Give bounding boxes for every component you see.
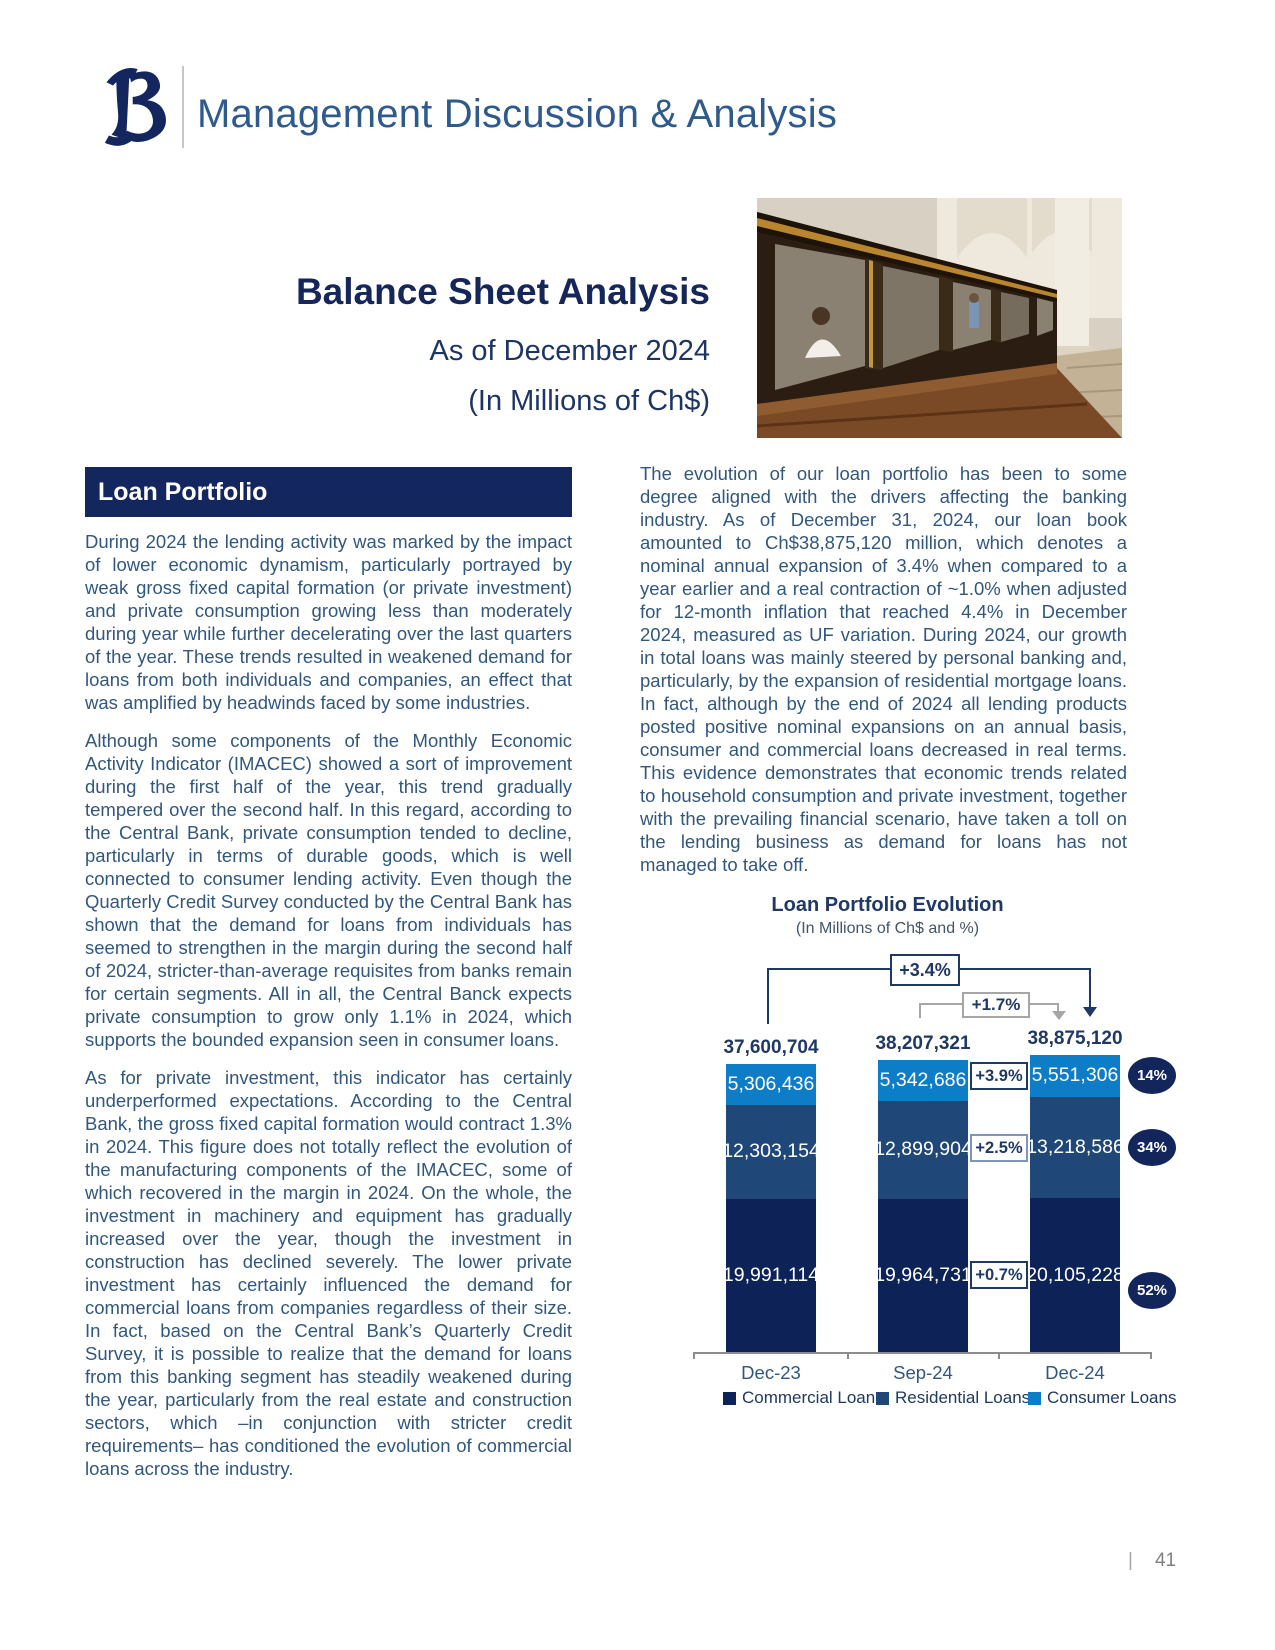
paragraph: The evolution of our loan portfolio has … — [640, 463, 1127, 875]
yoy-bracket-line — [960, 968, 1091, 970]
bar-total-label: 37,600,704 — [723, 1037, 819, 1059]
bar-segment: 5,306,436 — [726, 1064, 816, 1105]
x-axis-tick — [693, 1352, 695, 1359]
chart-subtitle: (In Millions of Ch$ and %) — [795, 920, 980, 937]
chart-title: Loan Portfolio Evolution — [771, 894, 1004, 916]
legend-swatch-icon — [1028, 1391, 1041, 1405]
bar-segment: 20,105,228 — [1026, 1198, 1124, 1352]
x-axis-tick — [998, 1352, 1000, 1359]
bar-total-label: 38,207,321 — [875, 1032, 971, 1054]
qoq-bracket-line — [920, 1003, 962, 1005]
page-footer: | 41 — [1128, 1550, 1176, 1572]
legend-item: Residential Loans — [876, 1388, 1031, 1407]
x-axis-label: Dec-23 — [741, 1362, 801, 1383]
paragraph: As for private investment, this indicato… — [85, 1067, 572, 1479]
page-number: 41 — [1154, 1550, 1177, 1571]
share-percentage-badge: 52% — [1128, 1271, 1176, 1309]
bar-segment: 13,218,586 — [1026, 1097, 1124, 1199]
bar-total-label: 38,875,120 — [1027, 1027, 1123, 1049]
left-column: Loan Portfolio During 2024 the lending a… — [85, 467, 572, 1495]
bar-segment: 19,991,114 — [723, 1199, 819, 1352]
qoq-arrow-icon — [1052, 1011, 1066, 1020]
legend-swatch-icon — [723, 1391, 736, 1405]
page-subtitle-units: (In Millions of Ch$) — [468, 384, 710, 417]
qoq-bracket-line — [1057, 1003, 1059, 1012]
bar-segment: 5,551,306 — [1030, 1054, 1120, 1098]
x-axis-tick — [847, 1352, 849, 1359]
x-axis-label: Sep-24 — [893, 1362, 953, 1383]
x-axis-label: Dec-24 — [1045, 1362, 1105, 1383]
qoq-bracket-line — [1030, 1003, 1059, 1005]
document-title: Management Discussion & Analysis — [197, 92, 838, 136]
legend-label: Commercial Loans — [742, 1388, 884, 1407]
share-percentage-badge: 14% — [1128, 1057, 1176, 1095]
qoq-change-box: +1.7% — [962, 992, 1030, 1018]
segment-qoq-change-box: +0.7% — [970, 1261, 1028, 1290]
legend-label: Residential Loans — [895, 1388, 1031, 1407]
bar-segment: 5,342,686 — [878, 1059, 968, 1101]
yoy-bracket-line — [768, 968, 890, 970]
bank-logo-icon — [104, 68, 166, 146]
yoy-arrow-icon — [1083, 1007, 1097, 1017]
bar-segment: 12,899,904 — [874, 1100, 972, 1200]
loan-portfolio-chart: Loan Portfolio Evolution (In Millions of… — [640, 880, 1180, 1460]
yoy-bracket-line — [1089, 968, 1091, 1008]
yoy-change-box: +3.4% — [890, 954, 960, 986]
legend-item: Consumer Loans — [1028, 1388, 1177, 1407]
title-block: Balance Sheet Analysis As of December 20… — [230, 271, 710, 418]
page-title: Balance Sheet Analysis — [295, 271, 710, 312]
legend-label: Consumer Loans — [1047, 1388, 1177, 1407]
x-axis-tick — [1150, 1352, 1152, 1359]
bank-hall-photo — [757, 198, 1122, 438]
yoy-bracket-line — [767, 968, 769, 1024]
x-axis — [693, 1352, 1150, 1354]
segment-qoq-change-box: +2.5% — [970, 1133, 1028, 1162]
qoq-bracket-line — [919, 1003, 921, 1018]
bar-segment: 12,303,154 — [722, 1104, 820, 1199]
legend-swatch-icon — [876, 1391, 889, 1405]
bar-segment: 19,964,731 — [874, 1199, 972, 1352]
header-divider — [182, 66, 184, 148]
share-percentage-badge: 34% — [1128, 1129, 1176, 1167]
footer-divider: | — [1128, 1550, 1133, 1571]
section-header-loan-portfolio: Loan Portfolio — [85, 467, 572, 517]
paragraph: Although some components of the Monthly … — [85, 730, 572, 1050]
paragraph: During 2024 the lending activity was mar… — [85, 531, 572, 713]
segment-qoq-change-box: +3.9% — [970, 1061, 1028, 1090]
legend-item: Commercial Loans — [723, 1388, 884, 1407]
page-subtitle-date: As of December 2024 — [429, 334, 710, 367]
right-column: The evolution of our loan portfolio has … — [640, 462, 1127, 891]
